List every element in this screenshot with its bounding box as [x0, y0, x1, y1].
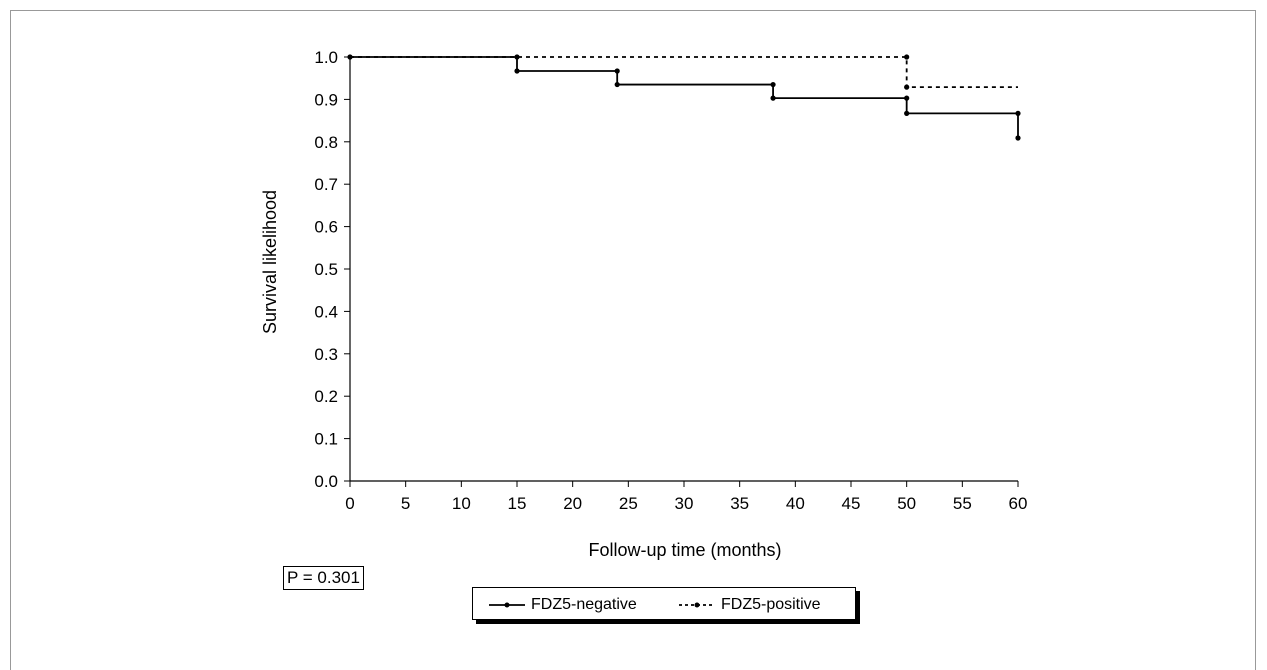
y-tick-label: 0.0 — [314, 472, 338, 491]
legend-item-positive: FDZ5-positive — [677, 588, 821, 621]
legend-label-negative: FDZ5-negative — [531, 595, 637, 613]
x-tick-label: 55 — [953, 494, 972, 513]
legend: FDZ5-negative FDZ5-positive — [472, 587, 856, 620]
series-line-negative — [350, 56, 1019, 138]
x-tick-label: 50 — [897, 494, 916, 513]
series-marker-negative — [614, 81, 620, 88]
series-marker-positive — [904, 84, 910, 90]
x-tick-label: 25 — [619, 494, 638, 513]
series-marker-negative — [770, 95, 776, 101]
x-tick-label: 10 — [452, 494, 471, 513]
legend-symbol-positive — [679, 602, 715, 607]
series-marker-positive — [904, 54, 910, 60]
y-axis-title: Survival likelihood — [260, 190, 280, 334]
y-tick-label: 0.8 — [314, 133, 338, 152]
series-marker-negative — [614, 68, 620, 74]
y-tick-label: 0.7 — [314, 175, 338, 194]
x-axis-title: Follow-up time (months) — [588, 540, 781, 560]
series-marker-negative — [770, 81, 776, 88]
y-tick-label: 0.2 — [314, 387, 338, 406]
y-tick-label: 0.4 — [314, 302, 338, 321]
series-marker-negative — [514, 54, 520, 60]
y-tick-label: 0.9 — [314, 90, 338, 109]
series-marker-negative — [1015, 135, 1021, 141]
legend-symbol-negative — [489, 602, 525, 607]
x-tick-label: 20 — [563, 494, 582, 513]
figure-frame — [10, 10, 1256, 670]
p-value-annotation: P = 0.301 — [283, 566, 364, 590]
y-tick-label: 0.3 — [314, 345, 338, 364]
x-tick-label: 45 — [842, 494, 861, 513]
y-tick-label: 1.0 — [314, 48, 338, 67]
x-tick-label: 15 — [508, 494, 527, 513]
y-tick-label: 0.5 — [314, 260, 338, 279]
series-marker-negative — [904, 95, 910, 101]
series-marker-positive — [347, 54, 353, 60]
y-tick-label: 0.6 — [314, 218, 338, 237]
x-tick-label: 35 — [730, 494, 749, 513]
legend-item-negative: FDZ5-negative — [487, 588, 637, 621]
series-marker-negative — [904, 110, 910, 116]
series-marker-negative — [514, 68, 520, 74]
series-line-positive — [350, 56, 1018, 89]
series-marker-negative — [1015, 110, 1021, 116]
x-tick-label: 5 — [401, 494, 410, 513]
x-tick-label: 0 — [345, 494, 354, 513]
x-tick-label: 40 — [786, 494, 805, 513]
x-tick-label: 30 — [675, 494, 694, 513]
legend-label-positive: FDZ5-positive — [721, 595, 821, 613]
y-tick-label: 0.1 — [314, 430, 338, 449]
x-tick-label: 60 — [1009, 494, 1028, 513]
